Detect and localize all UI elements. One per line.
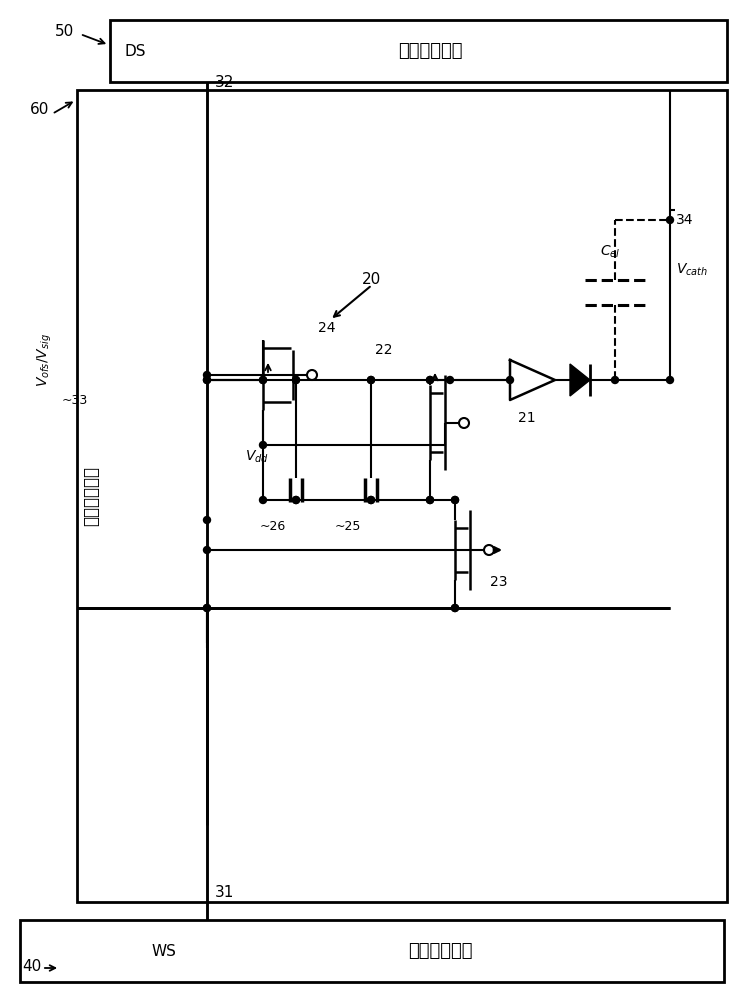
Text: 21: 21 — [518, 411, 536, 425]
Text: 60: 60 — [30, 103, 49, 117]
Circle shape — [446, 376, 454, 383]
Circle shape — [507, 376, 513, 383]
Circle shape — [667, 217, 673, 224]
Circle shape — [426, 376, 434, 383]
Bar — [20, 920, 724, 982]
Text: 24: 24 — [318, 321, 336, 335]
Circle shape — [452, 604, 458, 611]
Circle shape — [292, 376, 300, 383]
Circle shape — [204, 546, 211, 554]
Text: 20: 20 — [362, 272, 381, 288]
Text: 50: 50 — [55, 24, 74, 39]
Circle shape — [667, 376, 673, 383]
Text: 34: 34 — [676, 213, 693, 227]
Circle shape — [368, 376, 374, 383]
Circle shape — [452, 496, 458, 504]
Circle shape — [368, 496, 374, 504]
Circle shape — [204, 371, 211, 378]
Text: 23: 23 — [490, 575, 507, 589]
Circle shape — [204, 376, 211, 383]
Circle shape — [292, 496, 300, 504]
Circle shape — [612, 376, 618, 383]
Circle shape — [204, 604, 211, 611]
Text: $V_{dd}$: $V_{dd}$ — [245, 449, 269, 465]
Polygon shape — [510, 360, 555, 400]
Text: $C_{el}$: $C_{el}$ — [600, 244, 620, 260]
Circle shape — [204, 376, 211, 383]
Text: 40: 40 — [22, 959, 41, 974]
Text: $V_{ofs}/V_{sig}$: $V_{ofs}/V_{sig}$ — [36, 333, 54, 387]
Circle shape — [260, 376, 266, 383]
Text: 31: 31 — [215, 885, 234, 900]
Text: $V_{cath}$: $V_{cath}$ — [676, 262, 708, 278]
Circle shape — [452, 604, 458, 611]
Circle shape — [368, 496, 374, 504]
Text: ~25: ~25 — [335, 520, 362, 533]
Circle shape — [204, 516, 211, 524]
Text: 扫描信号线路: 扫描信号线路 — [398, 42, 462, 60]
Text: 信号输出单元: 信号输出单元 — [82, 466, 100, 526]
Text: ~33: ~33 — [62, 393, 89, 406]
Circle shape — [260, 376, 266, 383]
Text: 32: 32 — [215, 75, 234, 90]
Text: WS: WS — [152, 944, 177, 958]
Bar — [77, 90, 727, 902]
Circle shape — [292, 376, 300, 383]
Circle shape — [426, 496, 434, 504]
Bar — [110, 20, 727, 82]
Circle shape — [452, 496, 458, 504]
Text: 扫描信号线路: 扫描信号线路 — [408, 942, 472, 960]
Polygon shape — [570, 364, 590, 396]
Circle shape — [292, 496, 300, 504]
Text: 22: 22 — [375, 343, 393, 357]
Text: DS: DS — [124, 43, 146, 58]
Circle shape — [426, 496, 434, 504]
Text: ~26: ~26 — [260, 520, 286, 533]
Circle shape — [426, 376, 434, 383]
Circle shape — [204, 604, 211, 611]
Circle shape — [260, 496, 266, 504]
Circle shape — [260, 442, 266, 448]
Circle shape — [368, 376, 374, 383]
